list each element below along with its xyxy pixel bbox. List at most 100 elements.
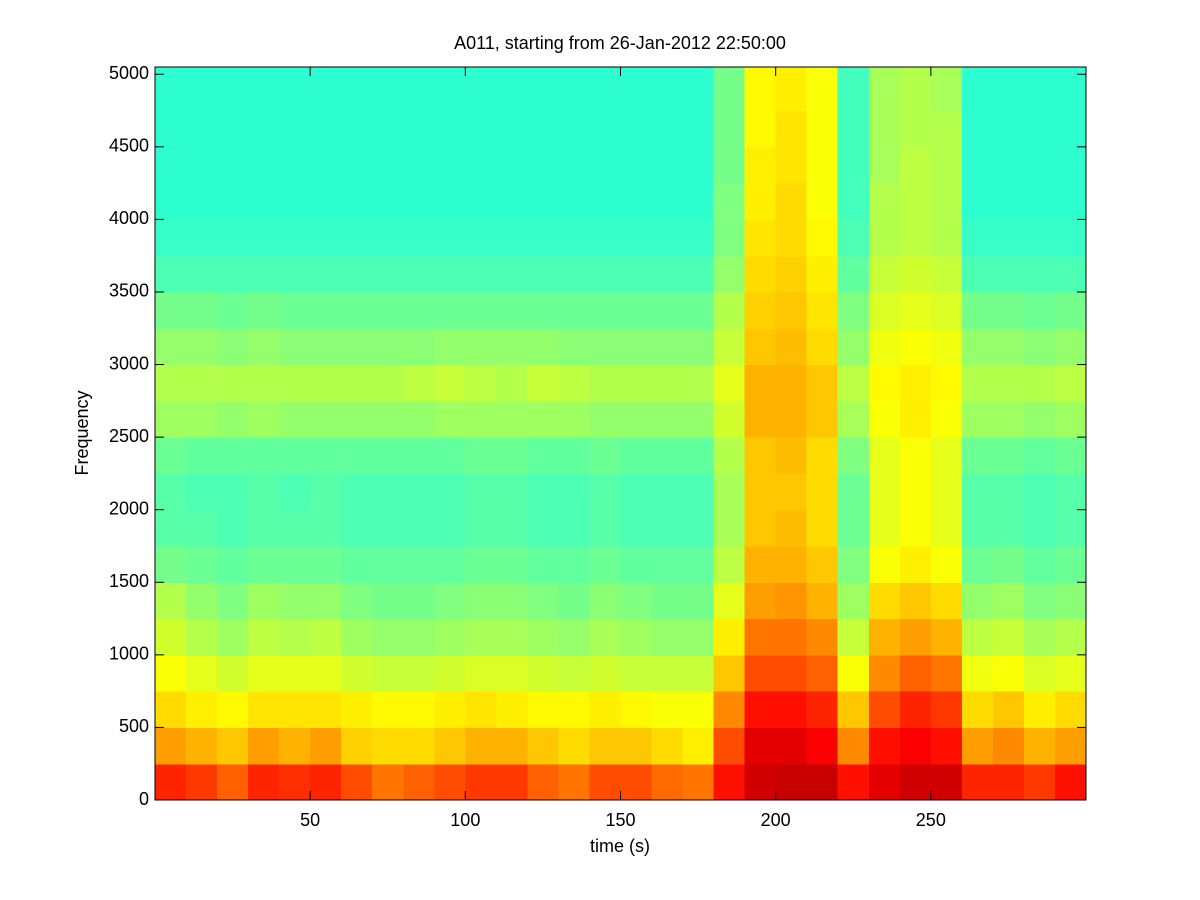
spectrogram-cell: [248, 400, 280, 438]
spectrogram-cell: [806, 110, 839, 148]
spectrogram-cell: [186, 255, 218, 293]
spectrogram-cell: [682, 727, 715, 765]
spectrogram-cell: [186, 291, 218, 329]
spectrogram-cell: [1023, 328, 1056, 366]
spectrogram-cell: [496, 727, 528, 765]
spectrogram-cell: [713, 545, 746, 583]
spectrogram-cell: [558, 291, 591, 329]
spectrogram-cell: [682, 473, 715, 511]
spectrogram-cell: [1023, 110, 1056, 148]
spectrogram-cell: [155, 364, 187, 402]
spectrogram-cell: [899, 691, 932, 729]
spectrogram-cell: [713, 437, 746, 475]
spectrogram-cell: [930, 582, 963, 620]
spectrogram-cell: [620, 582, 653, 620]
spectrogram-cell: [1023, 400, 1056, 438]
spectrogram-cell: [868, 654, 901, 692]
y-tick-label: 0: [139, 789, 149, 809]
spectrogram-cell: [434, 691, 466, 729]
spectrogram-cell: [589, 364, 622, 402]
spectrogram-cell: [744, 618, 777, 656]
spectrogram-cell: [992, 582, 1025, 620]
spectrogram-cell: [558, 727, 591, 765]
spectrogram-cell: [899, 509, 932, 547]
spectrogram-cell: [1054, 509, 1087, 547]
spectrogram-cell: [992, 763, 1025, 801]
spectrogram-cell: [558, 183, 591, 221]
spectrogram-cell: [248, 473, 280, 511]
spectrogram-cell: [496, 328, 528, 366]
spectrogram-cell: [713, 67, 746, 112]
spectrogram-cell: [713, 763, 746, 801]
spectrogram-cell: [775, 437, 808, 475]
spectrogram-cell: [713, 255, 746, 293]
spectrogram-cell: [1023, 654, 1056, 692]
spectrogram-cell: [837, 763, 870, 801]
spectrogram-cell: [868, 473, 901, 511]
spectrogram-cell: [372, 437, 404, 475]
spectrogram-cell: [279, 255, 311, 293]
spectrogram-cell: [403, 763, 435, 801]
spectrogram-cell: [403, 328, 435, 366]
spectrogram-cell: [372, 146, 404, 184]
spectrogram-cell: [868, 582, 901, 620]
spectrogram-cell: [403, 509, 435, 547]
spectrogram-cell: [651, 654, 684, 692]
spectrogram-cell: [155, 219, 187, 257]
spectrogram-cell: [465, 618, 497, 656]
spectrogram-cell: [620, 364, 653, 402]
spectrogram-cell: [961, 183, 994, 221]
spectrogram-cell: [434, 582, 466, 620]
spectrogram-cell: [651, 437, 684, 475]
spectrogram-cell: [527, 509, 560, 547]
x-tick-label: 50: [300, 810, 320, 830]
spectrogram-cell: [248, 618, 280, 656]
spectrogram-cell: [620, 183, 653, 221]
spectrogram-cell: [744, 437, 777, 475]
spectrogram-cell: [1054, 473, 1087, 511]
spectrogram-cell: [527, 473, 560, 511]
spectrogram-cell: [651, 618, 684, 656]
spectrogram-cell: [620, 328, 653, 366]
spectrogram-cell: [868, 219, 901, 257]
spectrogram-cell: [217, 509, 249, 547]
spectrogram-cell: [620, 146, 653, 184]
spectrogram-cell: [341, 582, 373, 620]
spectrogram-cell: [496, 255, 528, 293]
spectrogram-cell: [620, 67, 653, 112]
spectrogram-cell: [930, 328, 963, 366]
spectrogram-cell: [713, 727, 746, 765]
spectrogram-cell: [248, 219, 280, 257]
spectrogram-cell: [775, 183, 808, 221]
y-tick-label: 1500: [109, 571, 149, 591]
spectrogram-cell: [930, 146, 963, 184]
spectrogram-cell: [403, 255, 435, 293]
spectrogram-cell: [682, 110, 715, 148]
spectrogram-cell: [868, 763, 901, 801]
spectrogram-cell: [372, 691, 404, 729]
spectrogram-cell: [899, 183, 932, 221]
spectrogram-cell: [775, 400, 808, 438]
spectrogram-cell: [992, 473, 1025, 511]
spectrogram-cell: [651, 400, 684, 438]
spectrogram-cell: [682, 255, 715, 293]
spectrogram-cell: [155, 618, 187, 656]
spectrogram-cell: [217, 255, 249, 293]
spectrogram-cell: [713, 400, 746, 438]
spectrogram-cell: [651, 545, 684, 583]
spectrogram-cell: [651, 473, 684, 511]
spectrogram-cell: [527, 400, 560, 438]
spectrogram-cell: [310, 618, 342, 656]
spectrogram-cell: [992, 618, 1025, 656]
spectrogram-cell: [713, 509, 746, 547]
spectrogram-cell: [155, 582, 187, 620]
spectrogram-cell: [527, 364, 560, 402]
spectrogram-cell: [651, 328, 684, 366]
spectrogram-cell: [341, 691, 373, 729]
spectrogram-cell: [868, 691, 901, 729]
spectrogram-cell: [372, 183, 404, 221]
spectrogram-cell: [527, 328, 560, 366]
spectrogram-cell: [620, 255, 653, 293]
spectrogram-cell: [868, 67, 901, 112]
spectrogram-cell: [186, 618, 218, 656]
